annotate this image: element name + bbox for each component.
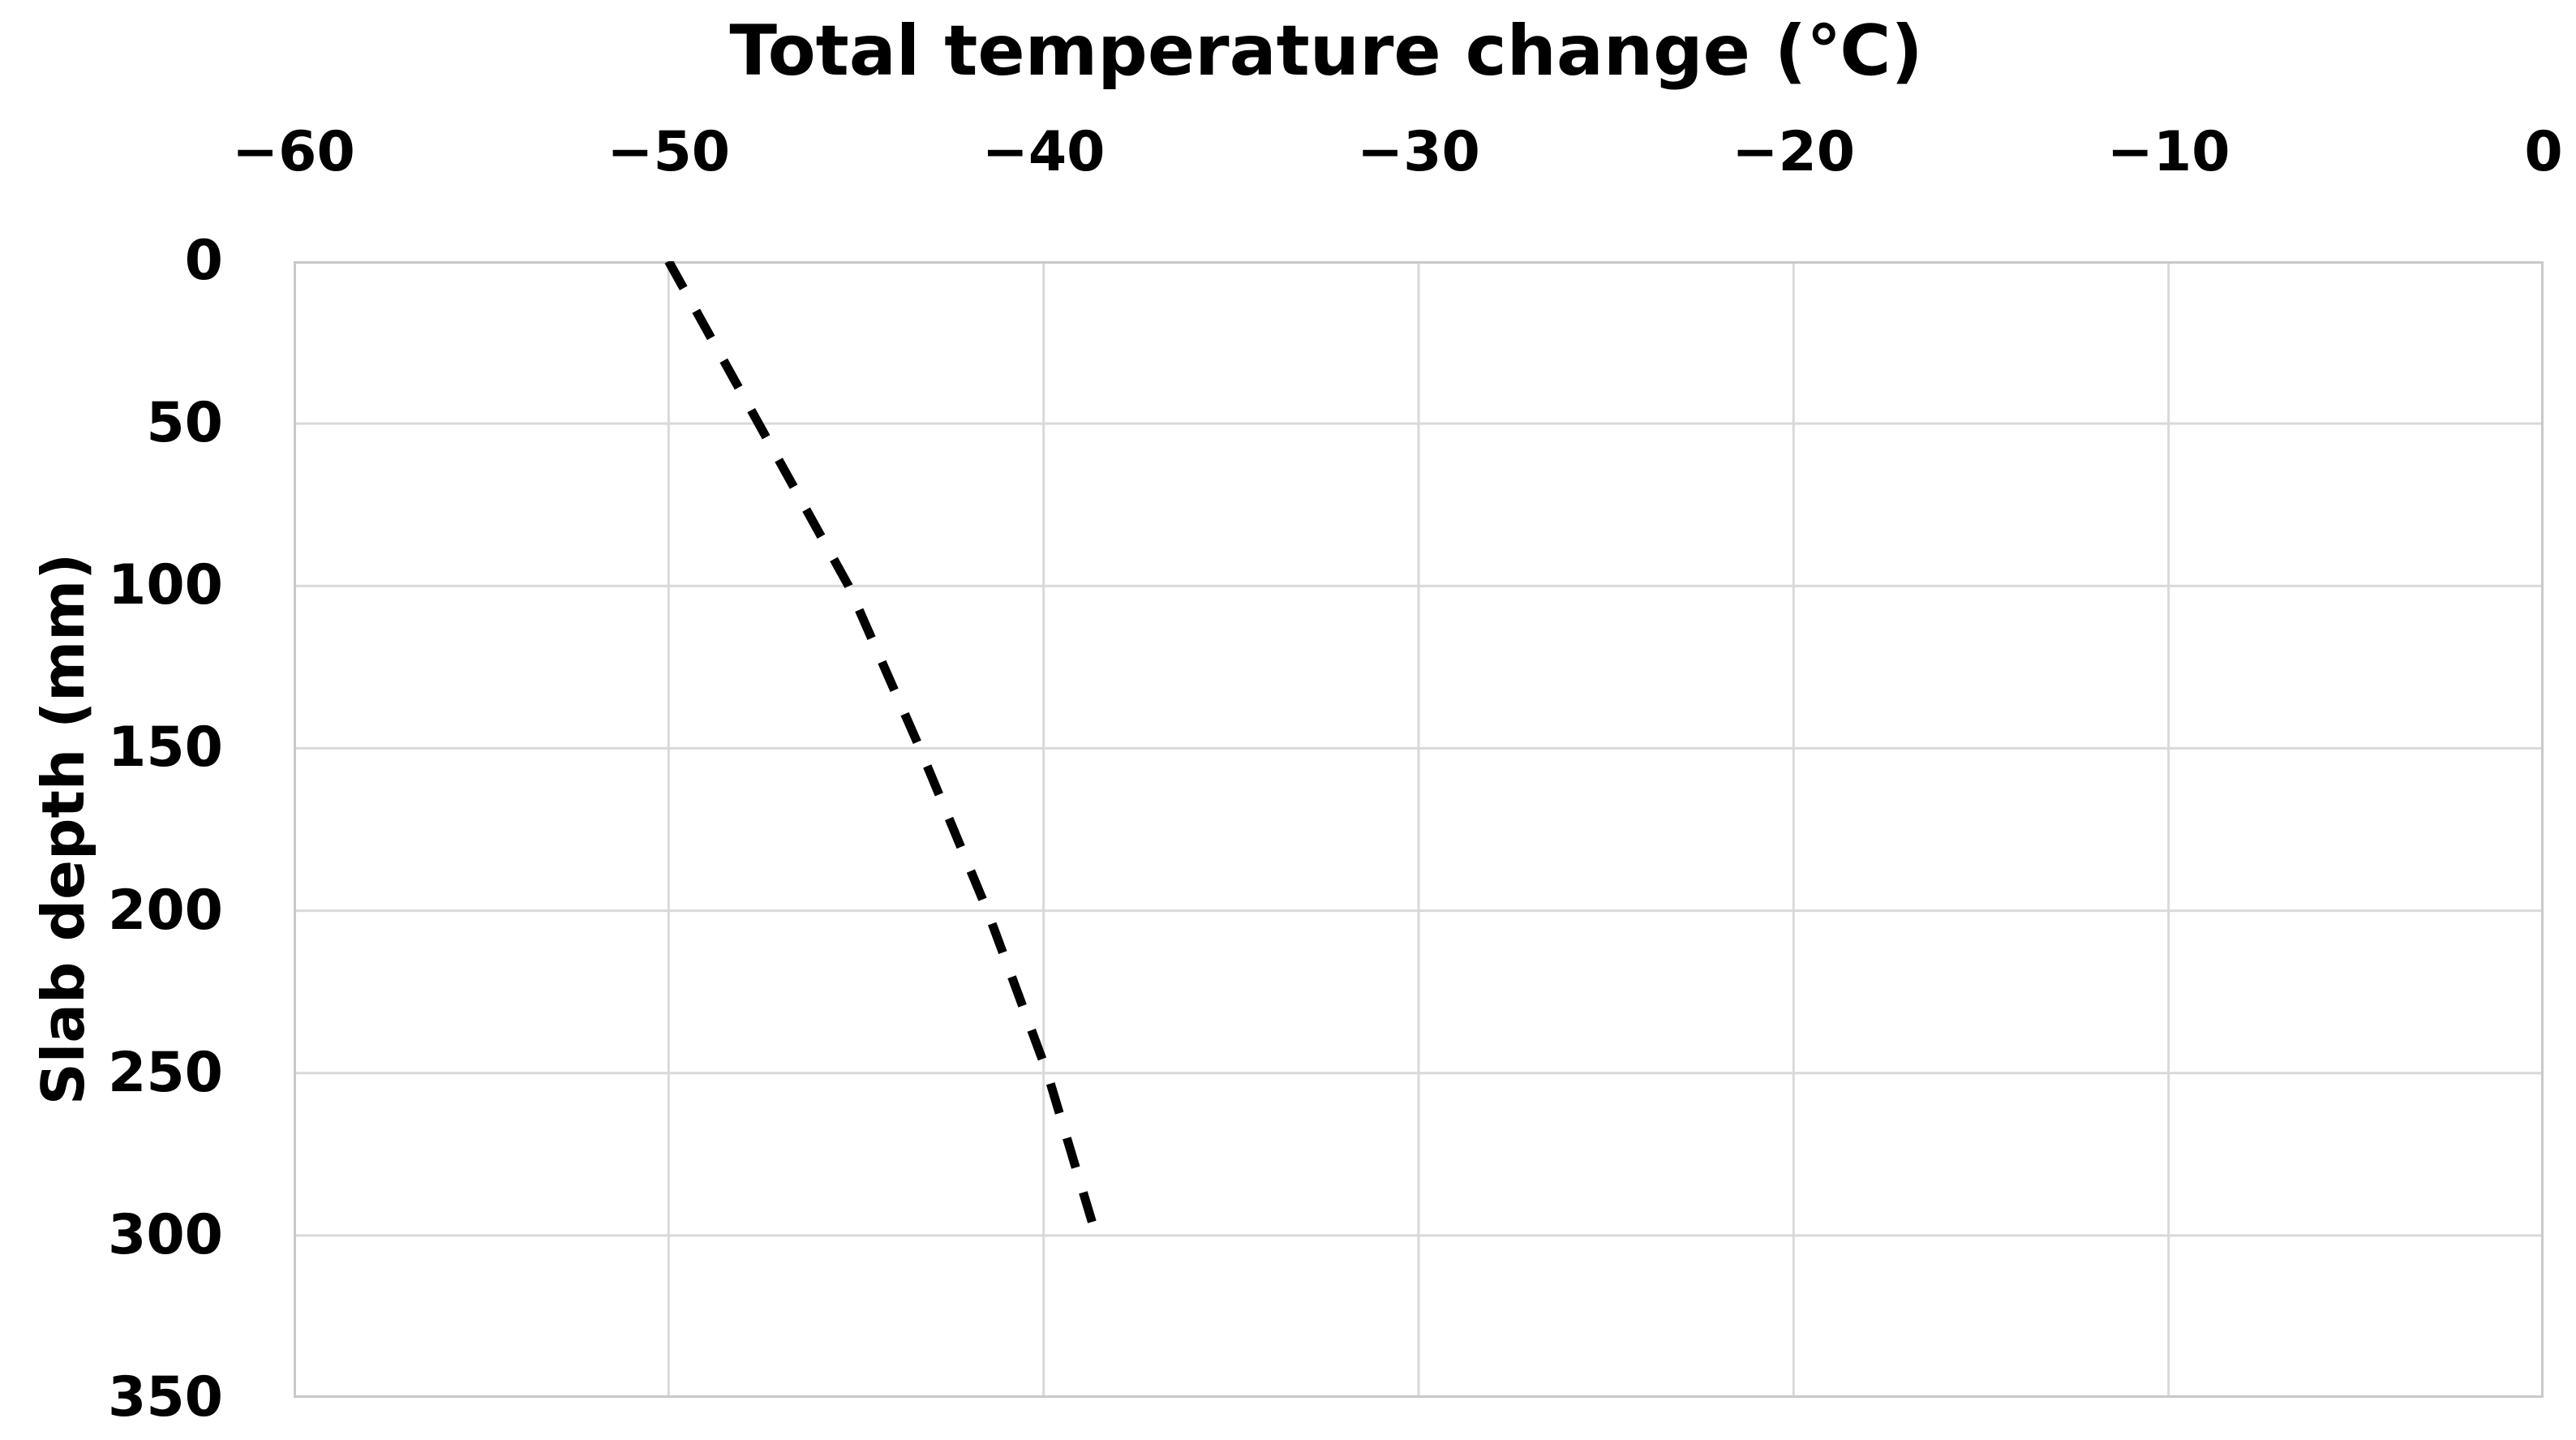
plot-border	[294, 261, 2544, 1398]
plot-area	[294, 261, 2544, 1398]
y-tick-label: 250	[108, 1040, 223, 1105]
temperature-profile-line	[664, 261, 1101, 1237]
x-tick-label: −50	[607, 120, 731, 184]
y-tick-label: 200	[108, 878, 223, 943]
y-tick-label: 100	[108, 553, 223, 618]
y-tick-label: 350	[108, 1365, 223, 1429]
x-tick-label: −10	[2106, 120, 2230, 184]
x-tick-label: 0	[2524, 120, 2563, 184]
y-axis-title: Slab depth (mm)	[29, 552, 97, 1106]
x-tick-label: −60	[232, 120, 355, 184]
x-tick-label: −40	[981, 120, 1106, 184]
y-tick-label: 150	[108, 716, 223, 780]
chart-title: Total temperature change (℃)	[729, 11, 1923, 92]
y-tick-label: 50	[146, 391, 223, 456]
y-tick-label: 300	[108, 1202, 223, 1267]
y-tick-label: 0	[184, 229, 223, 293]
x-tick-label: −20	[1732, 120, 1856, 184]
x-tick-label: −30	[1357, 120, 1480, 184]
